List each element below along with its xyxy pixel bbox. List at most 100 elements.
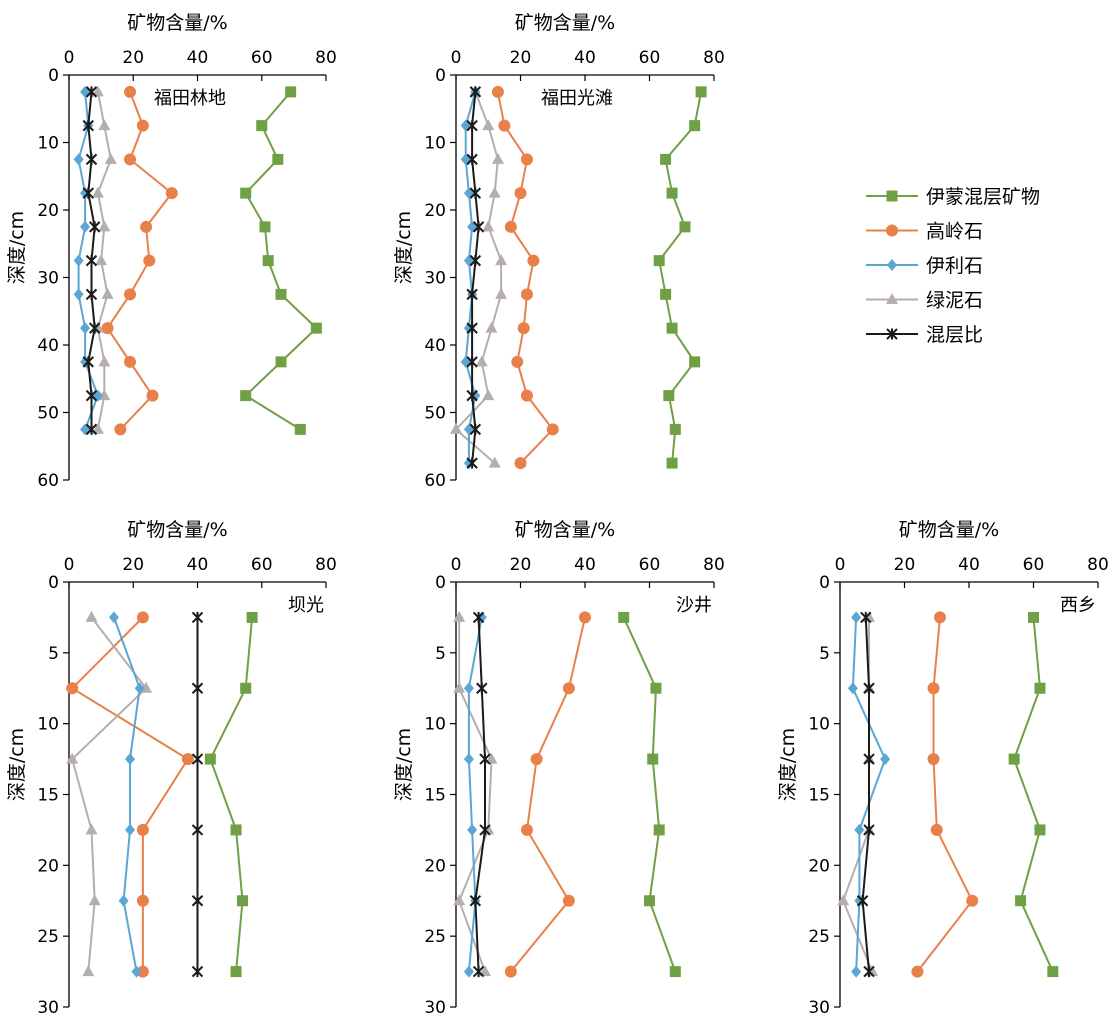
x-tick-label: 40	[187, 48, 209, 68]
data-point	[125, 823, 136, 836]
chart-panel-3: 0 20 40 60 80 0 5 10 15 20 25 30 矿物含量/% 深度/cm 坝光	[6, 519, 337, 1018]
data-point	[476, 682, 488, 694]
x-axis-title: 矿物含量/%	[515, 12, 615, 34]
y-tick-label: 30	[37, 998, 59, 1018]
data-point	[479, 965, 492, 977]
legend-item: 伊蒙混层矿物	[866, 186, 1040, 208]
series-绿泥石	[450, 85, 508, 468]
data-point	[240, 390, 252, 402]
x-tick-label: 80	[703, 555, 725, 575]
data-point	[80, 322, 91, 335]
data-point	[618, 611, 630, 623]
data-point	[488, 456, 501, 468]
y-tick-label: 20	[37, 856, 59, 876]
x-tick-label: 20	[122, 555, 144, 575]
y-tick-label: 30	[37, 269, 59, 289]
y-tick-label: 0	[435, 66, 446, 86]
data-point	[136, 965, 149, 978]
data-point	[66, 752, 79, 764]
data-point	[85, 86, 98, 98]
series-伊蒙混层矿物	[653, 86, 707, 469]
data-point	[485, 321, 498, 333]
data-point	[466, 288, 478, 301]
data-point	[124, 85, 137, 98]
chart-panel-1: 0 20 40 60 80 0 10 20 30 40 50 60 矿物含量/% 深度/cm 福田林地	[6, 12, 337, 491]
x-tick-label: 20	[510, 48, 532, 68]
series-伊利石	[108, 611, 145, 978]
data-point	[469, 254, 482, 267]
data-point	[966, 894, 979, 907]
y-axis-title: 深度/cm	[6, 211, 28, 284]
data-point	[695, 86, 707, 98]
y-tick-label: 0	[819, 573, 830, 593]
data-point	[669, 966, 681, 978]
data-point	[479, 753, 491, 765]
series-line	[916, 617, 974, 973]
x-tick-label: 60	[251, 48, 273, 68]
series-line	[71, 616, 189, 972]
series-line	[458, 617, 493, 972]
data-point	[191, 824, 204, 836]
data-point	[933, 611, 946, 624]
x-axis-title: 矿物含量/%	[127, 519, 227, 541]
x-tick-label: 40	[574, 48, 596, 68]
series-line	[474, 617, 486, 972]
data-point	[530, 753, 543, 766]
x-tick-label: 60	[251, 555, 273, 575]
legend-marker	[886, 190, 898, 202]
data-point	[520, 823, 533, 836]
data-point	[482, 389, 495, 401]
y-tick-label: 15	[424, 786, 446, 806]
data-point	[520, 153, 533, 166]
y-tick-label: 60	[37, 471, 59, 491]
data-point	[259, 221, 271, 233]
series-伊利石	[463, 611, 487, 978]
data-point	[165, 187, 178, 200]
data-point	[847, 682, 858, 695]
x-tick-label: 20	[510, 555, 532, 575]
data-point	[880, 753, 891, 766]
y-tick-label: 30	[424, 269, 446, 289]
y-tick-label: 40	[424, 336, 446, 356]
data-point	[860, 611, 872, 624]
data-point	[101, 287, 114, 299]
data-point	[85, 254, 98, 267]
data-point	[504, 965, 517, 978]
data-point	[88, 894, 101, 906]
data-point	[669, 423, 681, 435]
data-point	[666, 187, 678, 199]
legend-marker	[886, 328, 898, 340]
data-point	[1015, 895, 1027, 907]
data-point	[562, 682, 575, 695]
series-混层比	[469, 611, 491, 978]
legend-marker	[886, 224, 898, 237]
data-point	[660, 153, 672, 165]
series-混层比	[191, 611, 204, 978]
data-point	[689, 356, 701, 368]
series-line	[467, 617, 483, 972]
data-point	[520, 288, 533, 301]
legend-label: 混层比	[926, 324, 983, 346]
series-line	[71, 616, 148, 972]
data-point	[262, 255, 274, 267]
series-line	[861, 617, 870, 972]
data-point	[91, 85, 104, 97]
data-point	[85, 153, 98, 166]
x-tick-label: 60	[639, 555, 661, 575]
x-tick-label: 60	[639, 48, 661, 68]
y-tick-label: 50	[37, 404, 59, 424]
data-point	[236, 895, 248, 907]
series-line	[244, 91, 318, 431]
chart-panel-2: 0 20 40 60 80 0 10 20 30 40 50 60 矿物含量/% 深度/cm 福田光滩	[393, 12, 725, 491]
data-point	[140, 220, 153, 233]
data-point	[256, 120, 268, 132]
x-tick-label: 40	[574, 555, 596, 575]
data-point	[1047, 966, 1059, 978]
legend-item: 高岭石	[866, 221, 983, 243]
y-tick-label: 5	[435, 644, 446, 664]
series-伊蒙混层矿物	[240, 86, 322, 435]
series-line	[113, 617, 141, 972]
y-tick-label: 5	[819, 644, 830, 664]
